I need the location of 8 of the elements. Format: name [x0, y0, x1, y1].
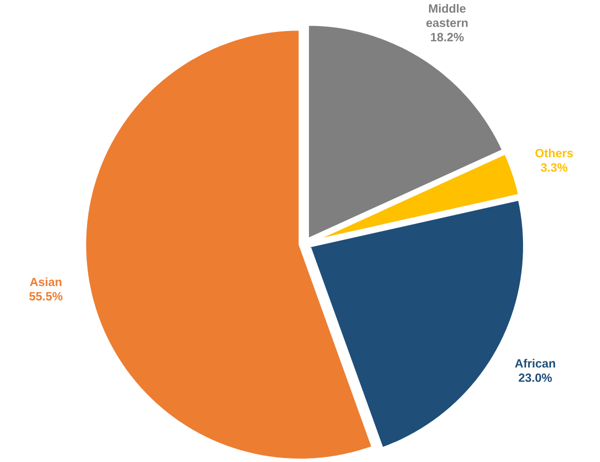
slice-label: African — [515, 359, 556, 368]
data-label: 23.0% — [518, 374, 552, 382]
slice-label: Others — [535, 148, 573, 158]
data-label: 3.3% — [540, 163, 568, 172]
slice-label: Middle eastern — [426, 4, 468, 28]
data-label: 55.5% — [29, 292, 62, 301]
slice-label: Asian — [30, 278, 62, 286]
data-label: 18.2% — [430, 33, 464, 42]
